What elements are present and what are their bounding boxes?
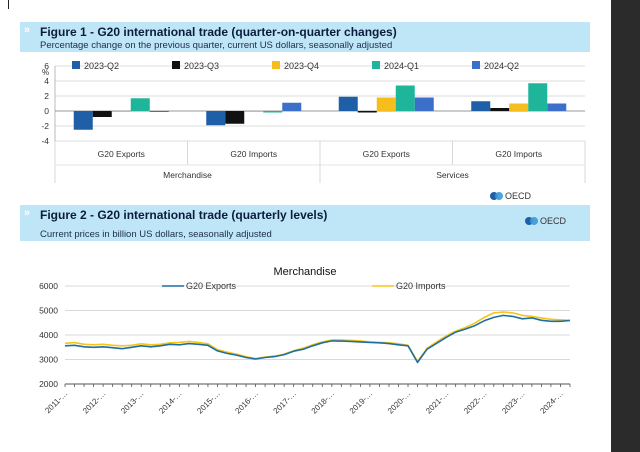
fig2-y-tick-label: 5000	[39, 306, 58, 316]
figure2-line-chart: Merchandise 2000 3000 4000 5000 6000 2011-… 201…	[39, 266, 571, 416]
fig2-x-tick-label: 2019-…	[348, 389, 374, 415]
window-edge	[611, 0, 640, 452]
fig2-y-tick-label: 6000	[39, 281, 58, 291]
fig1-legend-swatch	[172, 61, 180, 69]
fig1-bar	[282, 102, 302, 111]
fig1-bar	[263, 111, 283, 113]
fig2-x-tick-label: 2018-…	[310, 389, 336, 415]
fig1-bar	[73, 111, 93, 130]
fig1-legend-swatch	[372, 61, 380, 69]
fig2-x-tick-label: 2012-…	[81, 389, 107, 415]
fig2-legend-label: G20 Imports	[396, 281, 446, 291]
fig1-category-label: G20 Exports	[363, 149, 410, 159]
fig2-legend-label: G20 Exports	[186, 281, 237, 291]
fig2-x-tick-label: 2013-…	[119, 389, 145, 415]
fig1-y-tick-label: 4	[44, 76, 49, 86]
fig1-category-label: G20 Imports	[495, 149, 542, 159]
fig1-bar	[395, 85, 415, 111]
fig1-bar	[244, 111, 264, 112]
fig1-y-tick-label: 0	[44, 106, 49, 116]
figure1-bar-chart: -4 -2 0 2 4 6% G20 Exports G20 Imports G20 Expor…	[41, 61, 586, 183]
fig1-legend-label: 2024-Q2	[484, 61, 519, 71]
fig1-category-label: G20 Exports	[98, 149, 145, 159]
fig2-x-tick-label: 2015-…	[195, 389, 221, 415]
figure2-source-logo: OECD	[525, 216, 566, 226]
fig2-x-tick-label: 2023-…	[500, 389, 526, 415]
fig2-x-tick-label: 2017-…	[272, 389, 298, 415]
figure2-source-label: OECD	[540, 216, 567, 226]
fig1-bar	[206, 111, 226, 126]
fig1-category-label: G20 Imports	[230, 149, 277, 159]
fig2-x-tick-label: 2021-…	[424, 389, 450, 415]
figure1-subtitle: Percentage change on the previous quarte…	[40, 40, 393, 51]
fig1-legend-label: 2023-Q3	[184, 61, 219, 71]
fig1-bar	[92, 111, 112, 117]
fig2-x-tick-label: 2016-…	[233, 389, 259, 415]
fig1-bar	[528, 83, 548, 111]
fig1-legend-label: 2023-Q4	[284, 61, 319, 71]
fig2-series-line	[64, 311, 571, 363]
oecd-logo-icon	[490, 191, 504, 201]
fig1-bar	[225, 111, 245, 124]
figure2-header: » Figure 2 - G20 international trade (qu…	[20, 205, 590, 241]
fig2-y-tick-label: 3000	[39, 355, 58, 365]
oecd-logo-icon	[525, 216, 539, 226]
fig1-bar	[338, 96, 358, 111]
fig2-series-line	[64, 314, 571, 364]
fig1-legend-label: 2024-Q1	[384, 61, 419, 71]
fig1-bar	[490, 108, 510, 111]
text-cursor-mark	[8, 0, 9, 9]
figure1-source-label: OECD	[505, 191, 532, 201]
fig2-x-tick-label: 2024-…	[538, 389, 564, 415]
fig1-bar	[547, 103, 567, 111]
fig1-legend-swatch	[72, 61, 80, 69]
chevron-right-icon: »	[24, 24, 31, 36]
fig1-y-tick-label: 6	[44, 61, 49, 71]
fig1-y-tick-label: -4	[41, 136, 49, 146]
fig1-group-label: Merchandise	[163, 170, 212, 180]
fig1-legend-swatch	[472, 61, 480, 69]
fig1-bar	[149, 111, 169, 112]
fig2-x-tick-label: 2011-…	[43, 389, 69, 415]
figure1-title: Figure 1 - G20 international trade (quar…	[40, 25, 397, 39]
fig1-y-unit-label: %	[42, 68, 49, 77]
figure1-source-logo: OECD	[490, 191, 531, 201]
figure2-subtitle: Current prices in billion US dollars, se…	[40, 229, 272, 240]
fig1-bar	[414, 97, 434, 111]
fig1-bar	[111, 111, 131, 112]
chevron-right-icon: »	[24, 207, 31, 219]
fig2-y-tick-label: 2000	[39, 379, 58, 389]
figure2-title: Figure 2 - G20 international trade (quar…	[40, 208, 328, 222]
fig1-y-tick-label: 2	[44, 91, 49, 101]
fig2-x-tick-label: 2014-…	[157, 389, 183, 415]
fig1-legend-swatch	[272, 61, 280, 69]
fig1-group-label: Services	[436, 170, 469, 180]
fig1-legend-label: 2023-Q2	[84, 61, 119, 71]
fig1-bar	[376, 97, 396, 111]
fig2-x-tick-label: 2022-…	[462, 389, 488, 415]
fig1-bar	[471, 101, 491, 111]
fig1-bar	[509, 103, 529, 111]
fig2-y-tick-label: 4000	[39, 330, 58, 340]
fig2-chart-title: Merchandise	[274, 266, 337, 278]
fig2-x-tick-label: 2020-…	[386, 389, 412, 415]
figure1-header: » Figure 1 - G20 international trade (qu…	[20, 22, 590, 52]
fig1-bar	[357, 111, 377, 113]
fig1-bar	[130, 98, 150, 111]
fig1-y-tick-label: -2	[41, 121, 49, 131]
